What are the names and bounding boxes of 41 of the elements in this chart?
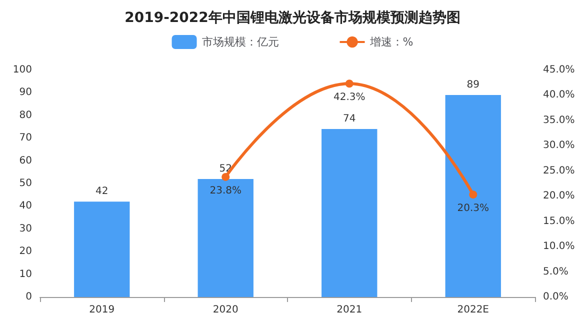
y-tick-label: 10 <box>19 268 32 280</box>
y2-tick-label: 35.0% <box>543 114 575 126</box>
y-tick-label: 90 <box>19 87 32 98</box>
data-label: 89 <box>466 79 480 90</box>
point <box>345 80 354 88</box>
y-tick-label: 60 <box>19 155 32 166</box>
y2-tick-label: 25.0% <box>543 165 575 176</box>
y2-tick-label: 40.0% <box>543 90 575 101</box>
legend-label: 市场规模：亿元 <box>202 36 279 48</box>
y-tick-label: 20 <box>19 246 32 258</box>
y-tick-label: 0 <box>26 292 32 302</box>
bar <box>74 202 130 297</box>
x-tick-label: 2019 <box>89 304 115 316</box>
x-tick-label: 2020 <box>212 304 238 316</box>
y2-tick-label: 20.0% <box>543 190 575 202</box>
chart-title: 2019-2022年中国锂电激光设备市场规模预测趋势图 <box>124 9 460 26</box>
data-label: 74 <box>343 114 356 125</box>
x-tick-label: 2022E <box>457 304 490 316</box>
point <box>222 172 230 181</box>
point <box>469 190 478 199</box>
data-label: 20.3% <box>457 203 490 214</box>
y2-tick-label: 30.0% <box>543 140 575 152</box>
y2-tick-label: 45.0% <box>543 64 575 76</box>
y-tick-label: 50 <box>19 178 32 189</box>
legend-label: 增速：% <box>368 36 414 48</box>
data-label: 42 <box>96 186 108 198</box>
y-tick-label: 80 <box>19 110 32 121</box>
bar <box>445 94 501 297</box>
x-tick-label: 2021 <box>336 304 362 316</box>
y2-tick-label: 0.0% <box>543 292 568 302</box>
y2-tick-label: 15.0% <box>543 216 575 227</box>
y-tick-label: 100 <box>12 64 32 76</box>
y-tick-label: 70 <box>19 132 32 144</box>
y-tick-label: 30 <box>19 223 32 234</box>
y2-tick-label: 5.0% <box>543 266 568 278</box>
bar <box>322 129 378 297</box>
y-tick-label: 40 <box>19 200 32 212</box>
data-label: 42.3% <box>333 92 366 104</box>
bar <box>198 178 254 297</box>
y2-tick-label: 10.0% <box>543 241 575 252</box>
data-label: 23.8% <box>210 185 242 196</box>
